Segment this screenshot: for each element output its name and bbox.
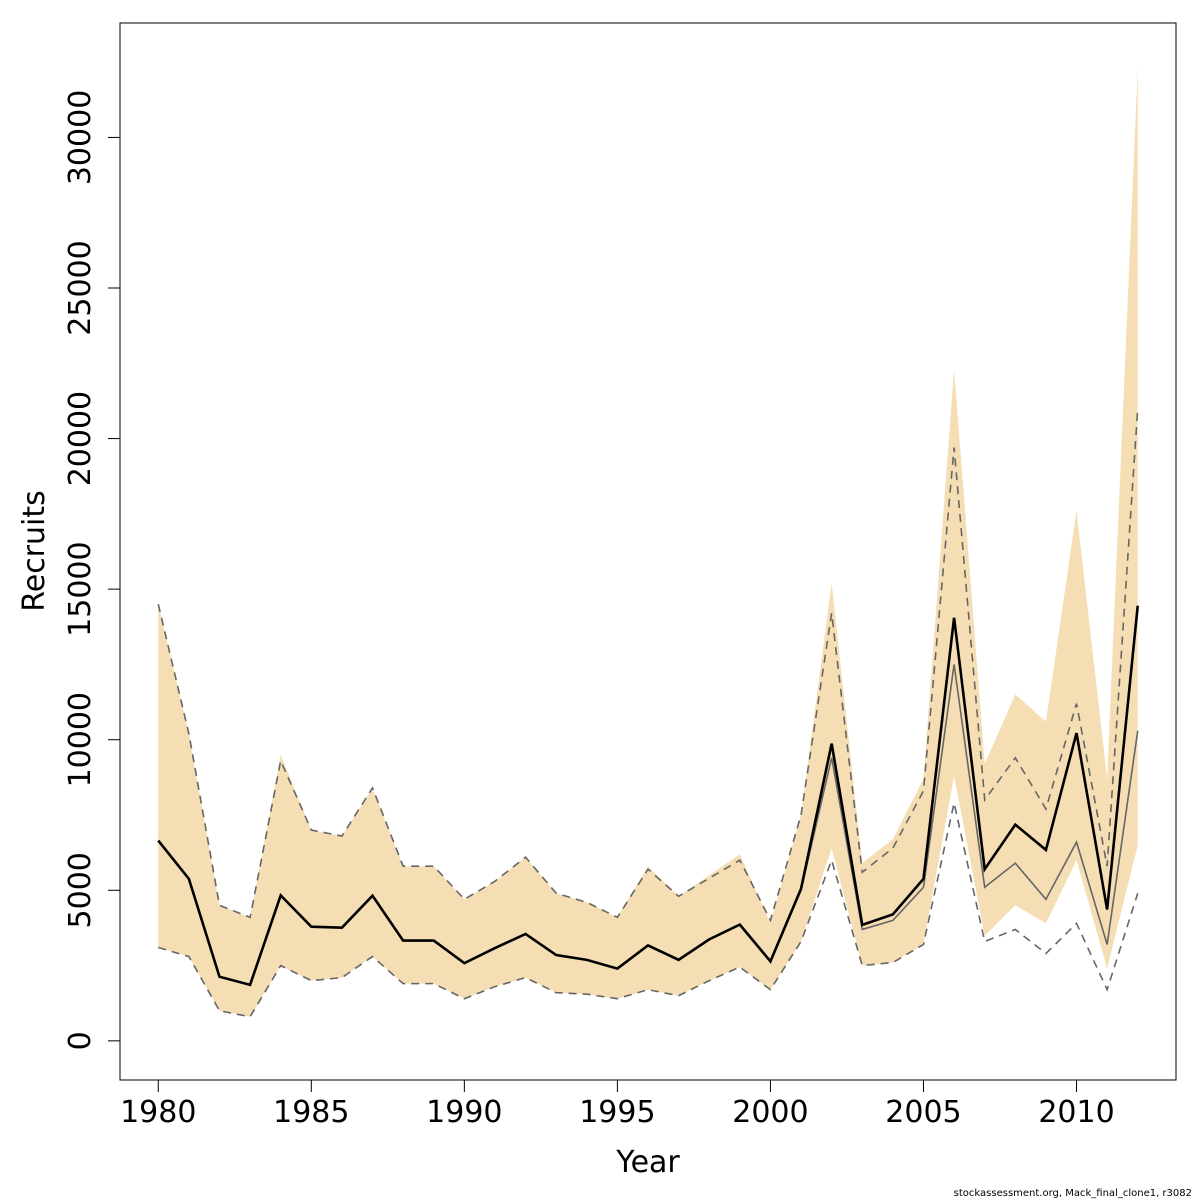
y-tick-label: 10000 [63,692,98,787]
interval-lower-line [158,802,1139,1018]
y-tick-label: 5000 [63,852,98,928]
y-tick-label: 15000 [63,541,98,636]
y-tick-label: 30000 [63,90,98,185]
x-tick-label: 1990 [426,1095,502,1130]
y-tick-label: 0 [63,1031,98,1050]
median-line [157,605,1140,987]
x-tick-label: 2010 [1038,1095,1114,1130]
x-axis-label: Year [615,1145,680,1180]
confidence-band [158,68,1138,1017]
x-tick-label: 2000 [732,1095,808,1130]
y-tick-label: 25000 [63,240,98,335]
interval-upper-line [157,408,1139,923]
footer-credit: stockassessment.org, Mack_final_clone1, … [953,1188,1192,1199]
x-tick-label: 1980 [120,1095,196,1130]
y-tick-label: 20000 [63,391,98,486]
y-axis-label: Recruits [17,490,52,612]
x-tick-label: 1995 [579,1095,655,1130]
x-tick-label: 2005 [885,1095,961,1130]
x-tick-label: 1985 [273,1095,349,1130]
